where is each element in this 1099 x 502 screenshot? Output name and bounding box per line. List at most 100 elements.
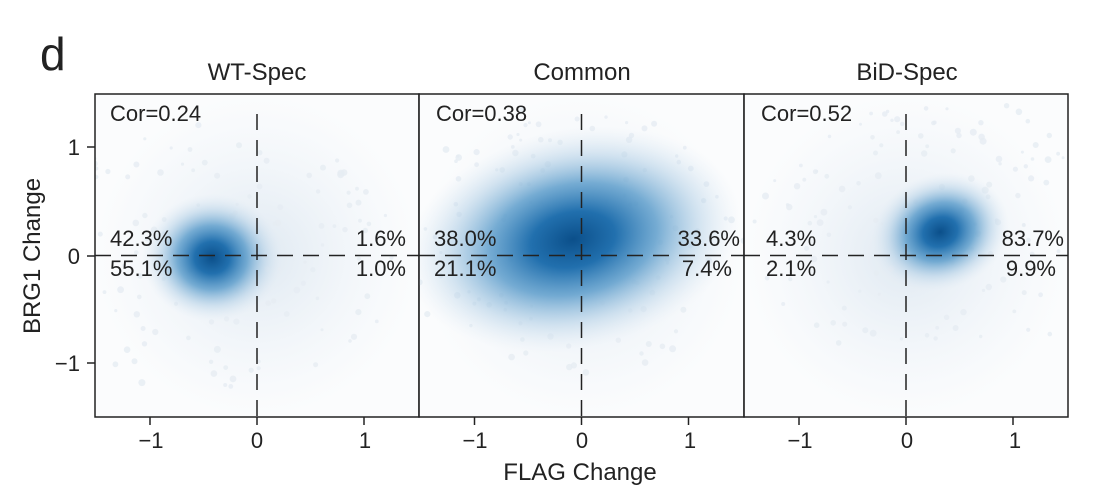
scatter-point <box>69 211 73 215</box>
panel-wt-spec: WT-Spec Cor=0.24 42.3% 55.1% 1.6% 1.0% −… <box>46 59 420 453</box>
scatter-point <box>315 296 320 301</box>
x-tick-label: 1 <box>684 428 696 453</box>
scatter-point <box>335 158 340 163</box>
x-tick-label: 1 <box>359 428 371 453</box>
panel-common: Common Cor=0.38 38.0% 21.1% 33.6% 7.4% −… <box>418 59 745 453</box>
y-tick-label: 1 <box>68 135 80 160</box>
scatter-point <box>191 168 196 173</box>
correlation-label: Cor=0.52 <box>761 101 852 126</box>
quadrant-top-right: 33.6% <box>678 226 740 251</box>
scatter-point <box>320 243 325 247</box>
scatter-point <box>952 325 959 331</box>
scatter-point <box>263 157 270 164</box>
scatter-point <box>1044 156 1052 164</box>
scatter-point <box>456 154 460 158</box>
x-tick-label: 0 <box>576 428 588 453</box>
scatter-point <box>46 300 51 305</box>
scatter-point <box>125 174 131 180</box>
scatter-point <box>1032 142 1039 148</box>
scatter-point <box>995 155 1003 163</box>
scatter-point <box>764 275 770 281</box>
scatter-point <box>102 290 107 294</box>
scatter-point <box>1026 327 1031 332</box>
density-blob <box>419 126 741 353</box>
scatter-point <box>788 277 793 282</box>
scatter-point <box>442 146 450 153</box>
scatter-point <box>870 135 875 140</box>
scatter-point <box>1043 179 1050 186</box>
scatter-point <box>473 149 480 156</box>
scatter-point <box>293 286 301 294</box>
scatter-point <box>804 245 810 251</box>
scatter-point <box>1077 186 1083 192</box>
scatter-point <box>248 367 254 373</box>
scatter-point <box>152 328 159 336</box>
plot-area <box>743 93 1099 425</box>
scatter-point <box>1056 151 1060 156</box>
panel-title: Common <box>533 59 630 86</box>
scatter-point <box>265 300 272 307</box>
scatter-point <box>187 147 193 152</box>
scatter-point <box>669 345 677 353</box>
scatter-point <box>838 185 846 193</box>
scatter-point <box>313 362 319 368</box>
scatter-point <box>813 322 820 329</box>
scatter-point <box>856 181 861 186</box>
scatter-point <box>842 321 848 327</box>
scatter-point <box>320 328 324 332</box>
scatter-point <box>143 137 147 141</box>
x-tick-label: 0 <box>251 428 263 453</box>
scatter-point <box>60 225 66 231</box>
density-blob <box>142 193 283 322</box>
scatter-point <box>1081 220 1087 226</box>
scatter-point <box>342 226 348 233</box>
quadrant-top-right: 1.6% <box>356 226 406 251</box>
scatter-point <box>1094 281 1099 287</box>
scatter-point <box>985 283 992 291</box>
x-tick-label: −1 <box>462 428 487 453</box>
scatter-point <box>318 223 325 229</box>
scatter-point <box>979 334 983 339</box>
scatter-point <box>320 164 326 171</box>
scatter-point <box>862 327 869 334</box>
scatter-point <box>935 325 940 330</box>
quadrant-bottom-left: 55.1% <box>110 256 172 281</box>
scatter-point <box>54 248 59 253</box>
scatter-point <box>229 375 237 383</box>
quadrant-bottom-right: 1.0% <box>356 256 406 281</box>
scatter-point <box>1047 331 1053 337</box>
scatter-point <box>813 215 818 219</box>
scatter-point <box>874 172 882 180</box>
scatter-point <box>71 322 77 328</box>
scatter-point <box>945 107 949 111</box>
scatter-point <box>256 366 261 371</box>
scatter-point <box>1023 164 1028 169</box>
scatter-point <box>830 320 836 326</box>
scatter-point <box>186 335 191 341</box>
scatter-point <box>310 267 316 273</box>
scatter-point <box>956 132 962 139</box>
scatter-point <box>1076 171 1082 177</box>
scatter-point <box>272 221 277 226</box>
scatter-point <box>762 192 769 200</box>
scatter-point <box>519 106 526 114</box>
scatter-point <box>122 263 126 267</box>
scatter-point <box>799 163 803 168</box>
scatter-point <box>954 127 962 134</box>
scatter-point <box>604 115 608 119</box>
scatter-point <box>81 186 88 193</box>
scatter-point <box>873 270 880 276</box>
scatter-point <box>142 212 148 219</box>
scatter-point <box>141 341 148 347</box>
scatter-point <box>877 292 881 296</box>
quadrant-bottom-right: 9.9% <box>1006 256 1056 281</box>
scatter-point <box>213 345 221 353</box>
scatter-point <box>943 314 950 320</box>
scatter-point <box>133 161 140 168</box>
scatter-point <box>1084 163 1090 169</box>
scatter-point <box>138 379 146 387</box>
x-tick-label: 0 <box>901 428 913 453</box>
panel-letter: d <box>40 28 66 80</box>
scatter-point <box>257 150 263 156</box>
